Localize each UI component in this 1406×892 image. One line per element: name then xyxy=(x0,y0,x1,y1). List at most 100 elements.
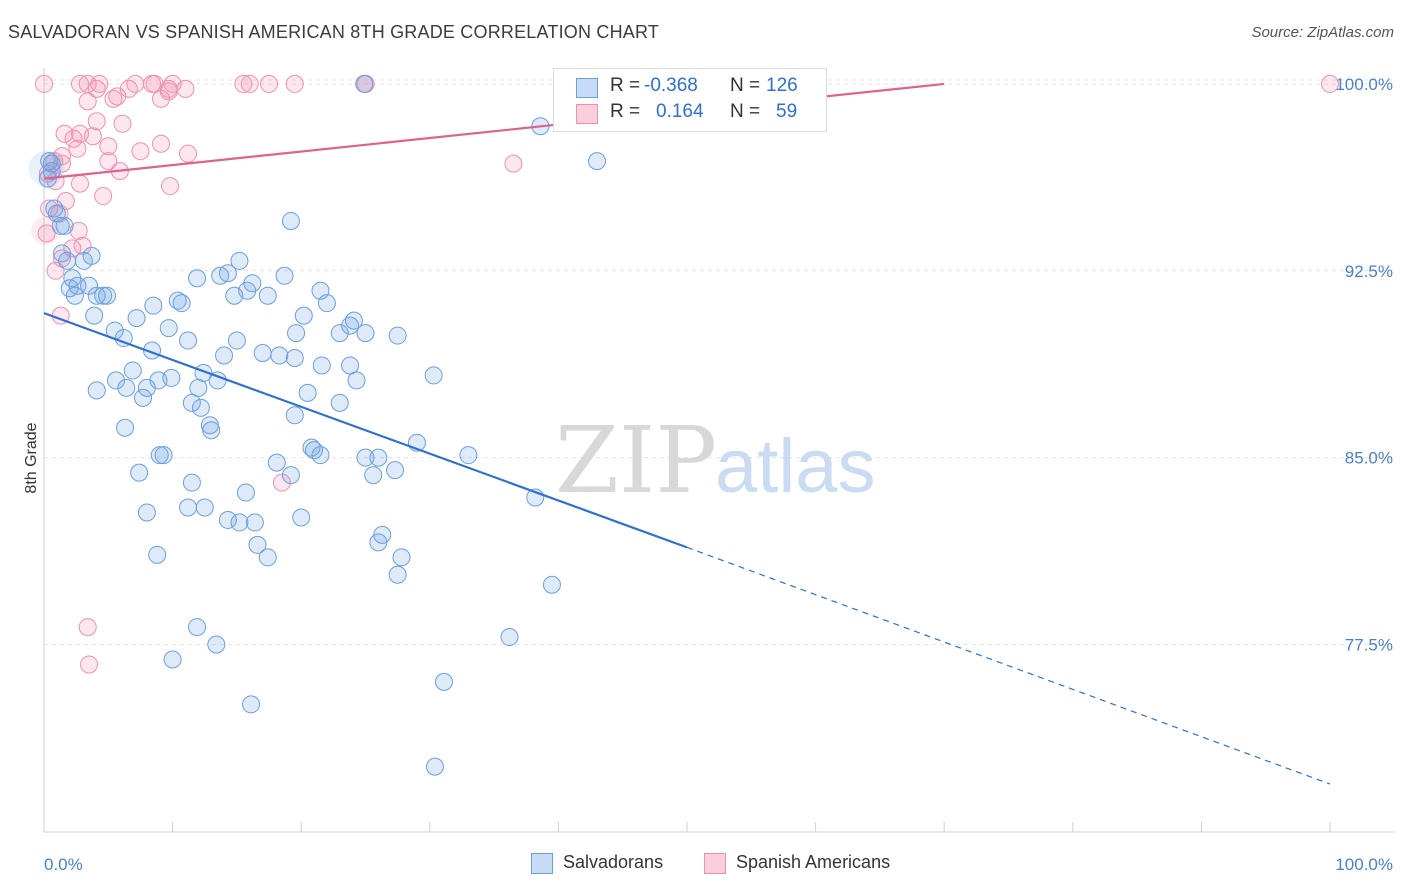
salvadoran-point xyxy=(347,371,366,390)
salvadoran-point xyxy=(248,535,267,554)
salvadoran-point xyxy=(40,152,59,171)
salvadoran-point xyxy=(292,508,311,527)
salvadoran-point xyxy=(188,269,207,288)
spanish-american-point xyxy=(260,74,279,93)
salvadoran-point xyxy=(202,421,221,440)
salvadoran-point xyxy=(191,398,210,417)
x-tick-label: 0.0% xyxy=(44,855,83,874)
spanish-american-point xyxy=(35,74,53,93)
salvadoran-point xyxy=(355,74,374,93)
spanish-american-point xyxy=(73,236,92,255)
salvadoran-point xyxy=(123,361,142,380)
salvadoran-point xyxy=(388,565,407,584)
salvadoran-point xyxy=(98,286,117,305)
spanish-american-point xyxy=(55,124,74,143)
spanish-american-point xyxy=(87,112,106,131)
spanish-american-point xyxy=(113,114,132,133)
bottom-legend-swatch-pink xyxy=(704,853,726,874)
salvadoran-point xyxy=(459,446,478,465)
legend-n-value: 59 xyxy=(776,101,798,122)
salvadoran-point xyxy=(258,286,277,305)
spanish-american-point xyxy=(179,144,198,163)
spanish-american-point xyxy=(68,139,87,158)
salvadoran-point xyxy=(500,628,519,647)
salvadoran-point xyxy=(281,211,300,230)
legend-n-label: N = xyxy=(730,101,761,122)
spanish-american-point xyxy=(176,79,195,98)
salvadoran-trend-extension xyxy=(686,546,1331,785)
salvadoran-point xyxy=(65,286,84,305)
spanish-american-point xyxy=(78,618,97,637)
salvadoran-point xyxy=(117,378,136,397)
salvadoran-point xyxy=(80,276,99,295)
spanish-american-point xyxy=(234,74,253,93)
salvadoran-point xyxy=(148,545,167,564)
salvadoran-point xyxy=(243,274,262,293)
salvadoran-point xyxy=(195,498,214,517)
spanish-american-point xyxy=(108,87,127,106)
spanish-american-point xyxy=(71,174,90,193)
salvadoran-point xyxy=(341,356,360,375)
salvadoran-point xyxy=(542,575,561,594)
salvadoran-point xyxy=(344,311,363,330)
x-tick-label: 100.0% xyxy=(1335,855,1393,874)
watermark-zip: ZIP xyxy=(555,407,717,514)
salvadoran-point xyxy=(392,548,411,567)
salvadoran-point xyxy=(425,757,444,776)
salvadoran-point xyxy=(312,356,331,375)
salvadoran-points xyxy=(28,74,606,776)
y-tick-label: 85.0% xyxy=(1345,449,1393,468)
bottom-legend-label: Salvadorans xyxy=(563,852,664,872)
salvadoran-point xyxy=(58,251,77,270)
salvadoran-point xyxy=(82,246,101,265)
spanish-american-point xyxy=(99,152,118,171)
salvadoran-point xyxy=(267,453,286,472)
salvadoran-point xyxy=(317,294,336,313)
salvadoran-point xyxy=(587,152,606,171)
salvadoran-point xyxy=(189,378,208,397)
salvadoran-point xyxy=(281,466,300,485)
salvadoran-point xyxy=(285,406,304,425)
salvadoran-point xyxy=(42,154,61,173)
salvadoran-point xyxy=(364,466,383,485)
salvadoran-point xyxy=(330,393,349,412)
y-tick-label: 100.0% xyxy=(1335,75,1393,94)
spanish-american-point xyxy=(285,74,304,93)
salvadoran-point xyxy=(127,309,146,328)
y-tick-label: 92.5% xyxy=(1345,262,1393,281)
spanish-american-point xyxy=(126,74,145,93)
salvadoran-point xyxy=(270,346,289,365)
legend-r-label: R = xyxy=(610,75,641,96)
salvadoran-point xyxy=(207,635,226,654)
salvadoran-point xyxy=(107,371,126,390)
spanish-american-point xyxy=(46,261,65,280)
spanish-american-point xyxy=(37,224,56,243)
salvadoran-point xyxy=(182,393,201,412)
salvadoran-point xyxy=(162,368,181,387)
spanish-american-point xyxy=(80,655,99,674)
spanish-american-point xyxy=(99,137,118,156)
salvadoran-point xyxy=(51,216,70,235)
salvadoran-point xyxy=(369,448,388,467)
salvadoran-point xyxy=(218,264,237,283)
salvadoran-point xyxy=(330,324,349,343)
chart-title: SALVADORAN VS SPANISH AMERICAN 8TH GRADE… xyxy=(8,22,660,42)
salvadoran-point xyxy=(179,331,198,350)
watermark-atlas: atlas xyxy=(715,424,876,509)
salvadoran-point xyxy=(87,381,106,400)
salvadoran-point xyxy=(150,446,169,465)
salvadoran-point xyxy=(85,306,104,325)
stats-legend: R = -0.368 N = 126 R = 0.164 N = 59 xyxy=(553,68,827,132)
salvadoran-trend-line xyxy=(43,312,688,549)
spanish-american-point xyxy=(161,177,180,196)
spanish-american-point xyxy=(69,221,88,240)
spanish-american-point xyxy=(87,79,106,98)
salvadoran-point xyxy=(373,525,392,544)
legend-r-value: 0.164 xyxy=(656,101,704,122)
spanish-american-point xyxy=(152,134,171,153)
salvadoran-point xyxy=(356,448,375,467)
salvadoran-point xyxy=(218,510,237,529)
salvadoran-point xyxy=(94,286,113,305)
salvadoran-point xyxy=(285,348,304,367)
